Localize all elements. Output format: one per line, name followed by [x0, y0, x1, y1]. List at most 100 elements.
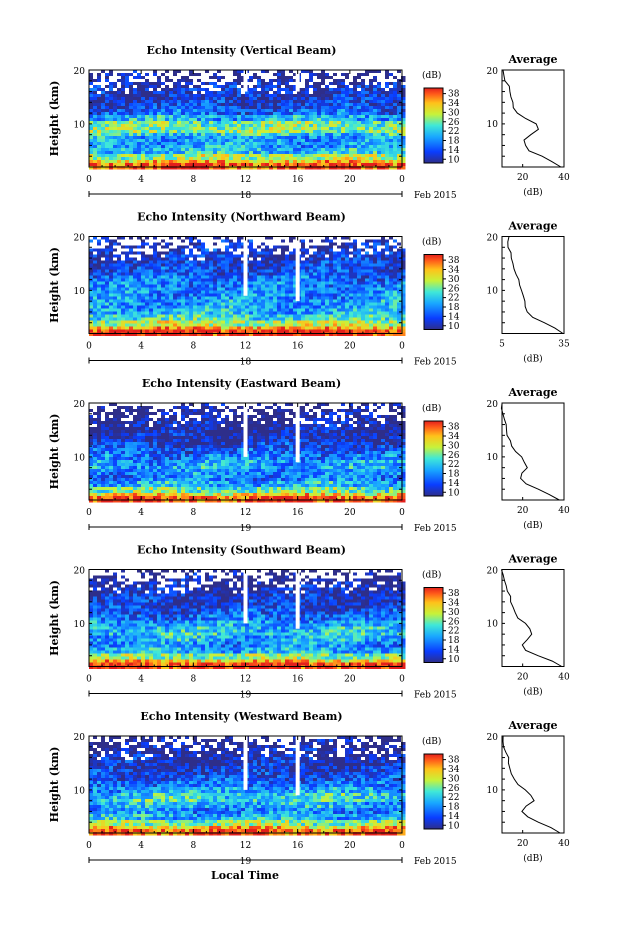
- colorbar-tick-label: 38: [448, 589, 460, 599]
- colorbar-tick-label: 10: [448, 155, 460, 165]
- profile-y-tick-label: 10: [487, 453, 499, 463]
- y-tick-label: 10: [74, 620, 86, 630]
- y-tick-label: 20: [74, 400, 86, 410]
- x-tick-label: 8: [190, 175, 196, 185]
- date-month-label: Feb 2015: [414, 191, 457, 201]
- profile-title: Average: [507, 220, 557, 233]
- x-tick-label: 0: [399, 175, 405, 185]
- x-tick-label: 20: [344, 841, 356, 851]
- x-tick-label: 4: [138, 508, 144, 518]
- data-gap: [243, 736, 248, 790]
- x-tick-label: 4: [138, 342, 144, 352]
- beam-panel-5: Echo Intensity (Westward Beam) 0 4 8 12 16 20 0…: [48, 710, 570, 867]
- x-tick-label: 0: [86, 675, 92, 685]
- colorbar: [423, 753, 444, 830]
- colorbar-tick-label: 34: [448, 765, 460, 775]
- colorbar-tick-label: 38: [448, 256, 460, 266]
- profile-line: [500, 569, 563, 667]
- x-tick-label: 12: [240, 342, 251, 352]
- colorbar-unit: (dB): [422, 237, 441, 248]
- x-axis-label: Local Time: [211, 869, 279, 882]
- x-tick-label: 0: [86, 508, 92, 518]
- y-axis-label: Height (km): [48, 414, 61, 490]
- colorbar-unit: (dB): [422, 570, 441, 581]
- colorbar-tick-label: 30: [448, 108, 460, 118]
- colorbar-tick-label: 14: [448, 479, 460, 489]
- date-month-label: Feb 2015: [414, 857, 457, 867]
- colorbar-tick-label: 14: [448, 812, 460, 822]
- colorbar-tick-label: 34: [448, 599, 460, 609]
- profile-x-label: (dB): [523, 687, 542, 698]
- profile-y-tick-label: 20: [487, 67, 499, 77]
- colorbar-tick-label: 30: [448, 441, 460, 451]
- heatmap-image: [89, 236, 406, 336]
- colorbar: [423, 587, 444, 663]
- profile-line: [507, 236, 564, 334]
- colorbar-tick-label: 26: [448, 118, 460, 128]
- profile-x-label: (dB): [523, 187, 542, 198]
- profile-title: Average: [507, 386, 557, 399]
- profile-title: Average: [507, 53, 557, 66]
- colorbar-tick-label: 30: [448, 608, 460, 618]
- heatmap-image: [89, 569, 406, 669]
- date-month-label: Feb 2015: [414, 358, 457, 368]
- x-tick-label: 20: [344, 175, 356, 185]
- profile-title: Average: [507, 719, 557, 732]
- x-tick-label: 0: [399, 342, 405, 352]
- panel-title: Echo Intensity (Northward Beam): [137, 211, 346, 224]
- x-tick-label: 16: [292, 342, 304, 352]
- data-gap: [295, 236, 300, 302]
- date-day-label: 19: [240, 857, 252, 867]
- profile-x-tick-label: 35: [558, 340, 570, 350]
- panel-title: Echo Intensity (Eastward Beam): [142, 377, 341, 390]
- colorbar-tick-label: 34: [448, 99, 460, 109]
- data-gap: [243, 403, 248, 457]
- x-tick-label: 8: [190, 342, 196, 352]
- profile-y-tick-label: 10: [487, 619, 499, 629]
- date-day-label: 18: [240, 358, 252, 368]
- colorbar-tick-label: 22: [448, 793, 459, 803]
- x-tick-label: 0: [399, 675, 405, 685]
- x-tick-label: 12: [240, 675, 251, 685]
- colorbar-unit: (dB): [422, 736, 441, 747]
- profile-y-tick-label: 10: [487, 120, 499, 130]
- profile-line: [500, 402, 560, 501]
- x-tick-label: 20: [344, 675, 356, 685]
- data-gap: [295, 70, 300, 92]
- data-gap: [243, 70, 248, 92]
- profile-x-tick-label: 20: [517, 506, 529, 516]
- panel-title: Echo Intensity (Vertical Beam): [146, 44, 336, 57]
- x-tick-label: 4: [138, 841, 144, 851]
- y-axis-label: Height (km): [48, 247, 61, 323]
- data-gap: [243, 236, 248, 296]
- colorbar-tick-label: 38: [448, 423, 460, 433]
- colorbar-tick-label: 10: [448, 821, 460, 831]
- beam-panel-4: Echo Intensity (Southward Beam) 0 4 8 12 16 20…: [48, 544, 570, 701]
- y-tick-label: 10: [74, 120, 86, 130]
- panel-title: Echo Intensity (Westward Beam): [140, 710, 342, 723]
- y-tick-label: 10: [74, 287, 86, 297]
- y-tick-label: 20: [74, 733, 86, 743]
- beam-panel-1: Echo Intensity (Vertical Beam) 0 4 8 12 16 20 0…: [48, 44, 570, 201]
- x-tick-label: 0: [86, 342, 92, 352]
- colorbar-tick-label: 26: [448, 617, 460, 627]
- profile-y-tick-label: 20: [487, 400, 499, 410]
- profile-x-tick-label: 40: [558, 673, 570, 683]
- x-tick-label: 12: [240, 841, 251, 851]
- x-tick-label: 4: [138, 175, 144, 185]
- profile-x-tick-label: 40: [558, 839, 570, 849]
- y-axis-label: Height (km): [48, 81, 61, 157]
- x-tick-label: 16: [292, 508, 304, 518]
- colorbar-tick-label: 18: [448, 636, 460, 646]
- y-axis-label: Height (km): [48, 747, 61, 823]
- x-tick-label: 12: [240, 508, 251, 518]
- colorbar-tick-label: 26: [448, 284, 460, 294]
- colorbar-tick-label: 14: [448, 146, 460, 156]
- profile-title: Average: [507, 553, 557, 566]
- x-tick-label: 16: [292, 175, 304, 185]
- x-tick-label: 8: [190, 508, 196, 518]
- y-tick-label: 10: [74, 786, 86, 796]
- profile-x-tick-label: 40: [558, 173, 570, 183]
- colorbar-tick-label: 22: [448, 627, 459, 637]
